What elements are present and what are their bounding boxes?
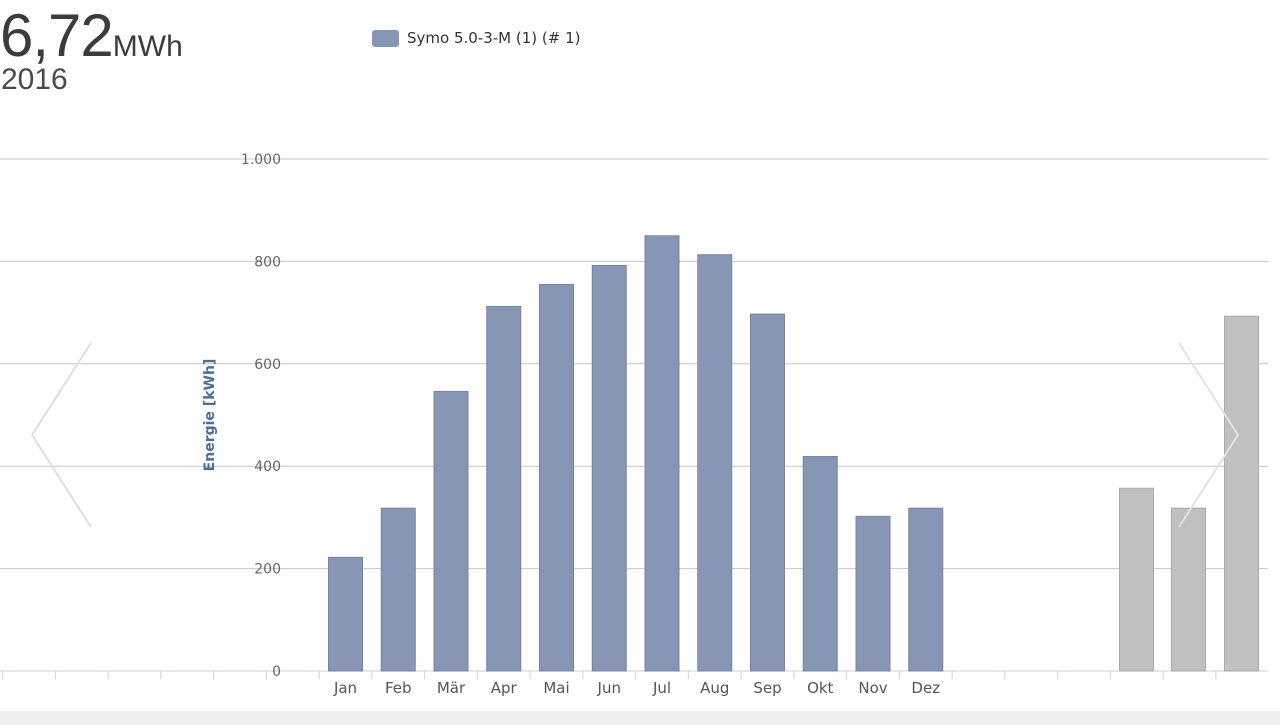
bar — [328, 556, 363, 672]
x-tick-label: Jun — [597, 679, 621, 697]
y-tick-label: 200 — [254, 562, 281, 578]
total-energy: 6,72MWh — [0, 0, 183, 72]
adjacent-bar — [1224, 315, 1259, 672]
bar — [433, 390, 469, 672]
next-period-arrow[interactable] — [1178, 342, 1240, 528]
prev-period-arrow[interactable] — [30, 342, 92, 528]
x-tick-label: Apr — [491, 679, 518, 697]
y-tick-label: 0 — [272, 664, 281, 680]
x-tick-label: Dez — [911, 679, 940, 697]
total-energy-value: 6,72 — [0, 2, 114, 69]
x-tick-label: Mär — [437, 679, 466, 697]
x-tick-label: Sep — [753, 679, 781, 697]
x-tick-label: Aug — [700, 679, 729, 697]
x-tick-label: Jan — [333, 679, 357, 697]
y-tick-label: 600 — [254, 357, 281, 373]
bar — [697, 254, 733, 672]
bar — [486, 305, 522, 672]
x-tick-label: Feb — [385, 679, 412, 697]
legend-label: Symo 5.0-3-M (1) (# 1) — [407, 29, 581, 47]
total-energy-unit: MWh — [112, 30, 183, 63]
chevron-left-icon[interactable] — [30, 342, 92, 528]
y-tick-label: 400 — [254, 459, 281, 475]
x-tick-label: Mai — [543, 679, 569, 697]
period-year: 2016 — [1, 63, 68, 96]
y-axis-title: Energie [kWh] — [202, 359, 218, 472]
bar — [908, 507, 944, 672]
bar — [539, 283, 574, 672]
bar — [644, 235, 680, 672]
legend-swatch — [372, 29, 399, 47]
x-tick-label: Jul — [652, 679, 671, 697]
bar — [380, 507, 416, 672]
chevron-right-icon[interactable] — [1178, 342, 1240, 528]
chart-legend[interactable]: Symo 5.0-3-M (1) (# 1) — [372, 29, 581, 47]
bar — [855, 515, 891, 672]
y-tick-label: 1.000 — [241, 152, 281, 168]
adjacent-bar — [1119, 487, 1154, 672]
footer-bar — [0, 711, 1280, 725]
x-tick-label: Nov — [858, 679, 887, 697]
bar — [802, 455, 838, 672]
y-tick-label: 800 — [254, 254, 281, 270]
bar — [750, 313, 785, 672]
adjacent-bar — [1171, 507, 1206, 672]
x-tick-label: Okt — [807, 679, 833, 697]
bar — [591, 264, 627, 672]
